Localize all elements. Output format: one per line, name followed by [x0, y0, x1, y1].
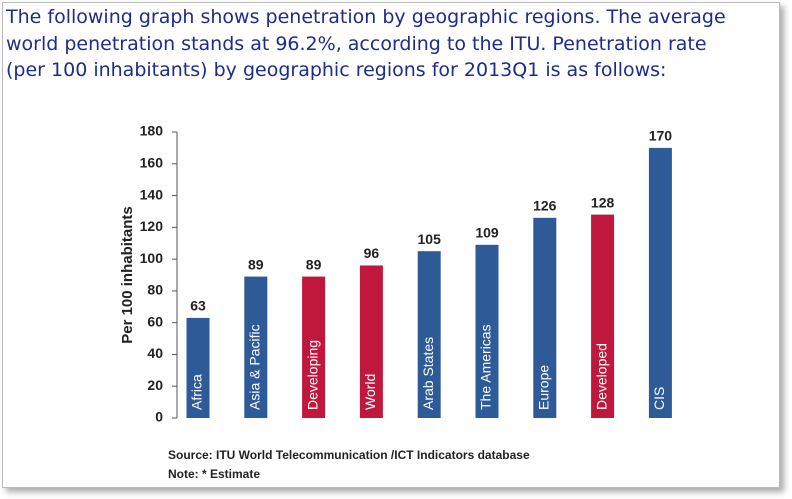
- y-tick-label: 140: [140, 186, 164, 202]
- category-label: Africa: [189, 374, 205, 410]
- category-label: The Americas: [478, 324, 494, 410]
- y-tick-label: 20: [147, 377, 163, 393]
- y-tick-label: 60: [147, 313, 163, 329]
- y-tick-label: 120: [140, 218, 164, 234]
- category-label: Europe: [536, 365, 552, 410]
- bar: [186, 317, 210, 418]
- value-label: 63: [190, 298, 206, 314]
- bar: [244, 276, 268, 418]
- y-tick-label: 100: [140, 250, 164, 266]
- bar: [475, 244, 499, 418]
- value-label: 105: [418, 231, 442, 247]
- category-label: Developing: [304, 340, 320, 410]
- y-axis-label: Per 100 inhabitants: [119, 206, 136, 344]
- category-label: World: [362, 374, 378, 410]
- category-label: Arab States: [420, 337, 436, 410]
- y-tick-label: 0: [155, 409, 163, 425]
- category-label: CIS: [651, 387, 667, 410]
- source: Source: ITU World Telecommunication /ICT…: [168, 448, 530, 462]
- y-tick-label: 160: [140, 154, 164, 170]
- bar: [359, 265, 383, 418]
- note: Note: * Estimate: [168, 467, 260, 481]
- bar: [302, 276, 326, 418]
- value-label: 126: [533, 198, 557, 214]
- value-label: 89: [306, 256, 322, 272]
- value-label: 109: [475, 225, 499, 241]
- y-tick-label: 180: [140, 123, 164, 139]
- intro-line: world penetration stands at 96.2%, accor…: [6, 33, 707, 55]
- value-label: 89: [248, 256, 264, 272]
- category-label: Developed: [593, 343, 609, 410]
- intro-line: (per 100 inhabitants) by geographic regi…: [6, 59, 667, 81]
- value-label: 96: [364, 245, 380, 261]
- bar: [648, 147, 672, 418]
- bar: [417, 251, 441, 418]
- intro-line: The following graph shows penetration by…: [6, 6, 726, 28]
- bar: [591, 214, 615, 418]
- bar: [533, 217, 557, 418]
- value-label: 170: [649, 128, 673, 144]
- y-tick-label: 80: [147, 282, 163, 298]
- y-tick-label: 40: [147, 345, 163, 361]
- value-label: 128: [591, 194, 615, 210]
- category-label: Asia & Pacific: [247, 324, 263, 410]
